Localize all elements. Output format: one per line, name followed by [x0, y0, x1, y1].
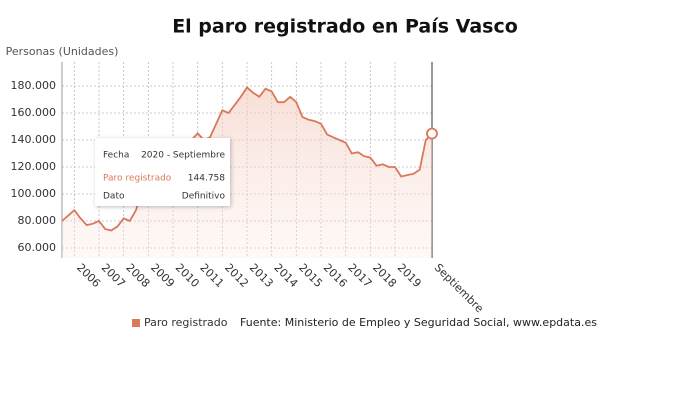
tooltip-value: 2020 - Septiembre: [141, 151, 225, 161]
y-tick-label: 140.000: [11, 133, 57, 146]
area: [62, 87, 432, 259]
y-tick-label: 100.000: [11, 187, 57, 200]
tooltip-label: Dato: [103, 192, 125, 202]
tooltip-value: 144.758: [188, 174, 225, 184]
x-tick-label: 2016: [321, 261, 350, 290]
y-tick-label: 180.000: [11, 79, 57, 92]
x-tick-label: 2013: [247, 261, 276, 290]
highlight-point: [426, 127, 438, 140]
y-tick-label: 160.000: [11, 106, 57, 119]
x-tick-label: 2018: [370, 261, 399, 290]
x-tick-label: 2009: [148, 261, 177, 290]
tooltip: Fecha 2020 - Septiembre Paro registrado 144…: [95, 138, 230, 206]
tooltip-label: Fecha: [103, 151, 129, 161]
x-tick-label: 2019: [395, 261, 424, 290]
tooltip-label: Paro registrado: [103, 174, 172, 184]
y-tick-label: 60.000: [18, 241, 57, 254]
x-tick-label: Septiembre: [432, 261, 486, 315]
chart-title: El paro registrado en País Vasco: [172, 16, 518, 38]
x-tick-label: 2014: [271, 261, 300, 290]
source: Fuente: Ministerio de Empleo y Seguridad…: [240, 316, 597, 329]
line: [61, 86, 433, 232]
legend-label: Paro registrado: [144, 316, 228, 329]
y-axis-label: Personas (Unidades): [6, 45, 119, 58]
y-tick-label: 80.000: [18, 214, 57, 227]
tooltip-box: [95, 138, 230, 206]
x-tick-label: 2008: [123, 261, 152, 290]
legend-swatch: [132, 319, 140, 327]
tooltip-value: Definitivo: [182, 192, 226, 202]
x-tick-label: 2010: [173, 261, 202, 290]
x-tick-label: 2015: [296, 261, 325, 290]
x-tick-label: 2017: [345, 261, 374, 290]
x-tick-label: 2012: [222, 261, 251, 290]
x-tick-label: 2011: [197, 261, 226, 290]
y-tick-label: 120.000: [11, 160, 57, 173]
x-tick-label: 2007: [99, 261, 128, 290]
x-tick-label: 2006: [74, 261, 103, 290]
